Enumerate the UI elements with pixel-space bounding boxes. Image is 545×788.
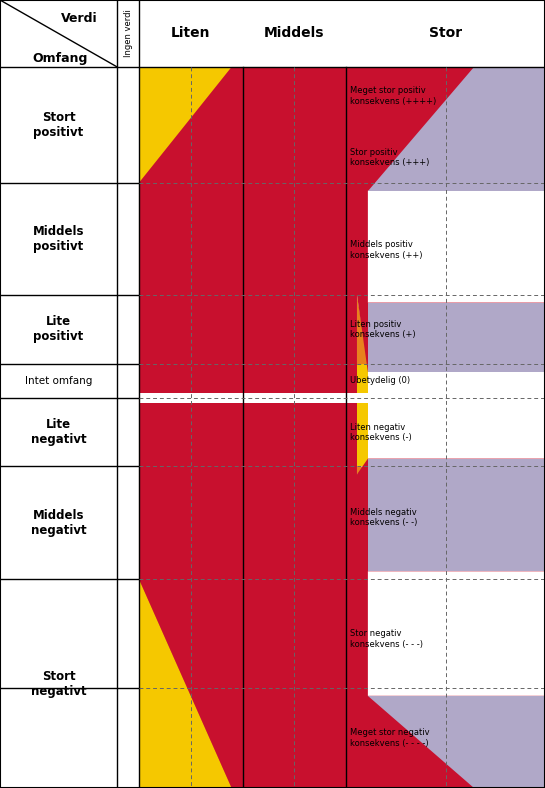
Text: Liten negativ
konsekvens (-): Liten negativ konsekvens (-)	[350, 422, 412, 442]
Polygon shape	[139, 398, 368, 788]
Text: Middels positiv
konsekvens (++): Middels positiv konsekvens (++)	[350, 240, 423, 260]
Text: Middels
positivt: Middels positivt	[33, 225, 84, 253]
Text: Middels negativ
konsekvens (- -): Middels negativ konsekvens (- -)	[350, 507, 418, 527]
Text: Stort
positivt: Stort positivt	[33, 111, 84, 139]
Text: Middels: Middels	[264, 27, 325, 40]
Polygon shape	[139, 67, 545, 398]
Text: Verdi: Verdi	[62, 12, 98, 25]
Polygon shape	[139, 67, 368, 398]
Polygon shape	[139, 398, 368, 788]
Text: Middels
negativt: Middels negativt	[31, 509, 87, 537]
Text: Ingen verdi: Ingen verdi	[124, 9, 132, 58]
Text: Liten positiv
konsekvens (+): Liten positiv konsekvens (+)	[350, 320, 416, 339]
Text: Meget stor negativ
konsekvens (- - - -): Meget stor negativ konsekvens (- - - -)	[350, 728, 430, 748]
Polygon shape	[139, 67, 368, 398]
Text: Stor negativ
konsekvens (- - -): Stor negativ konsekvens (- - -)	[350, 630, 423, 649]
Text: Lite
negativt: Lite negativt	[31, 418, 87, 446]
Polygon shape	[368, 459, 545, 571]
Text: Liten: Liten	[171, 27, 210, 40]
Text: Intet omfang: Intet omfang	[25, 376, 92, 386]
Text: Lite
positivt: Lite positivt	[33, 315, 84, 344]
Text: Meget stor positiv
konsekvens (++++): Meget stor positiv konsekvens (++++)	[350, 86, 437, 106]
Polygon shape	[139, 398, 545, 788]
Text: Ubetydelig (0): Ubetydelig (0)	[350, 377, 410, 385]
Text: Stort
negativt: Stort negativt	[31, 670, 87, 697]
Text: Stor positiv
konsekvens (+++): Stor positiv konsekvens (+++)	[350, 147, 430, 167]
Text: Omfang: Omfang	[33, 52, 88, 65]
Polygon shape	[368, 303, 545, 372]
Polygon shape	[368, 696, 545, 788]
Bar	[139, 393, 545, 403]
Polygon shape	[368, 67, 545, 191]
Text: Stor: Stor	[429, 27, 462, 40]
